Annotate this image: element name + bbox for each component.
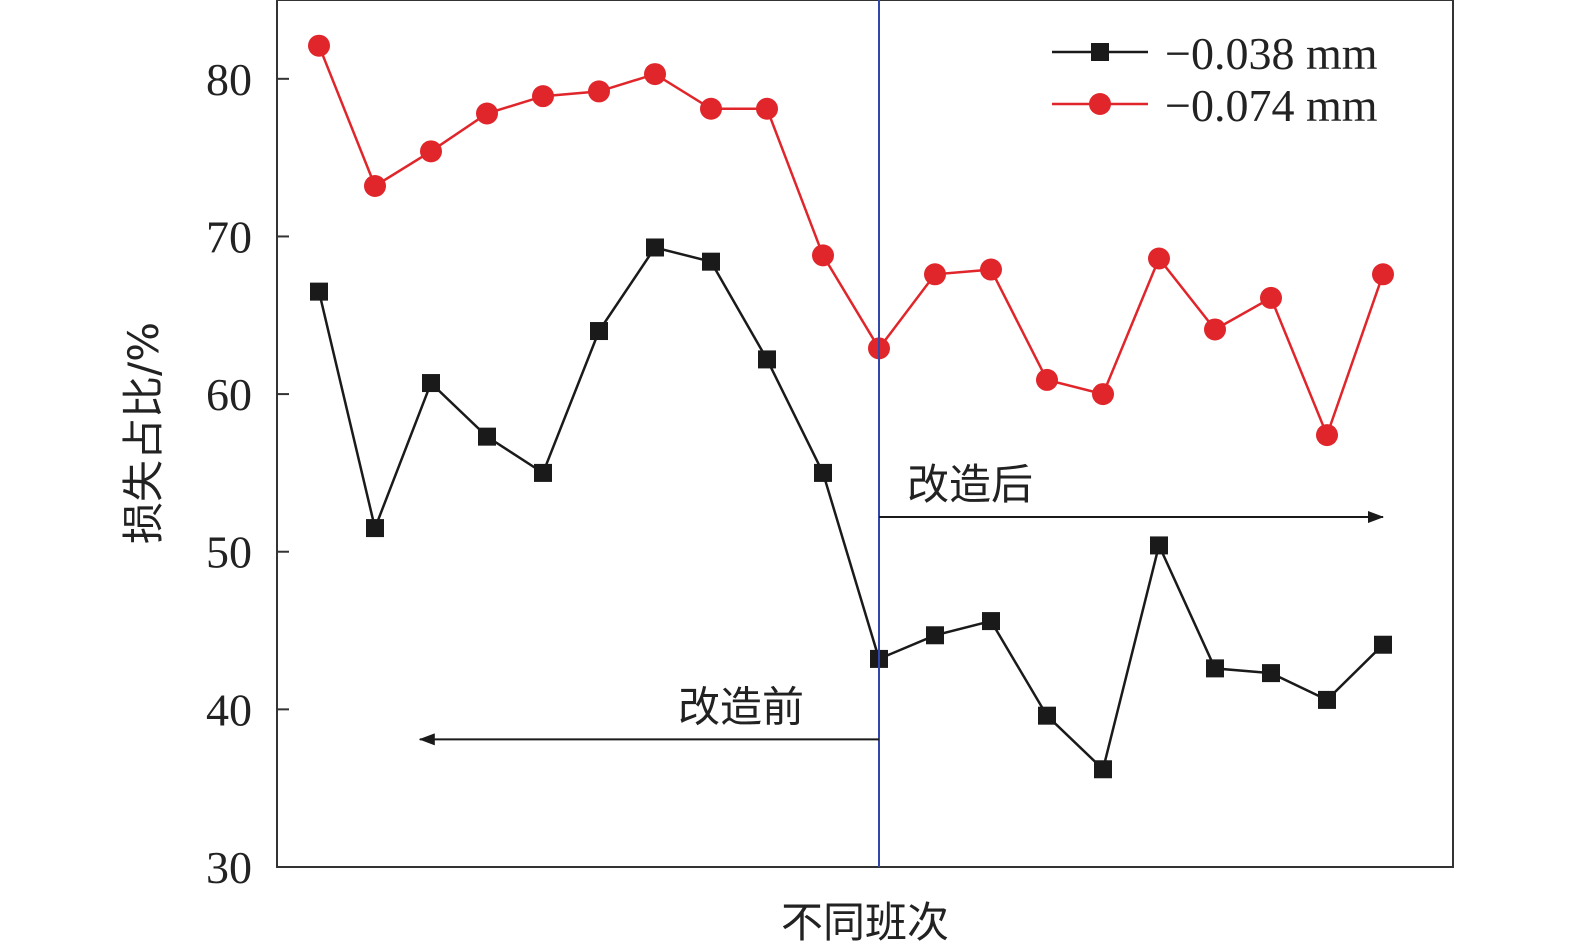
y-tick-label: 60 [206, 369, 252, 420]
data-point [702, 252, 720, 271]
series-1 [310, 238, 1392, 779]
legend-entry: −0.074 mm [1052, 80, 1378, 131]
data-point [1260, 286, 1282, 309]
data-point [926, 626, 944, 645]
data-point [1262, 664, 1280, 683]
data-point [364, 175, 386, 198]
data-point [532, 85, 554, 108]
data-point [1316, 424, 1338, 447]
series-layer [308, 34, 1394, 779]
data-point [980, 258, 1002, 281]
y-tick-label: 70 [206, 211, 252, 262]
data-point [534, 463, 552, 482]
data-point [646, 238, 664, 257]
data-point [1372, 263, 1394, 286]
annotation-label: 改造前 [678, 682, 804, 731]
data-point [1374, 635, 1392, 654]
plot-frame [276, 0, 1454, 868]
y-tick-label: 30 [206, 842, 252, 893]
data-point [644, 63, 666, 86]
data-point [812, 244, 834, 267]
data-point [476, 102, 498, 125]
data-point [1038, 706, 1056, 725]
y-tick-label: 80 [206, 54, 252, 105]
legend-marker [1089, 93, 1111, 115]
y-axis-title: 损失占比/% [119, 322, 168, 544]
legend-entry: −0.038 mm [1052, 28, 1378, 79]
data-point [1150, 536, 1168, 555]
data-point [478, 427, 496, 446]
data-point [700, 97, 722, 120]
data-point [758, 350, 776, 369]
series-2 [308, 34, 1394, 447]
y-tick-label: 50 [206, 527, 252, 578]
legend-marker [1091, 43, 1109, 61]
data-point [1094, 760, 1112, 779]
data-point [1092, 383, 1114, 406]
data-point [422, 374, 440, 393]
data-point [1036, 368, 1058, 391]
legend-label: −0.038 mm [1165, 28, 1378, 79]
data-point [1204, 318, 1226, 341]
annotation-label: 改造后 [907, 460, 1033, 509]
data-point [924, 263, 946, 286]
legend: −0.038 mm−0.074 mm [1052, 28, 1378, 131]
legend-label: −0.074 mm [1165, 80, 1378, 131]
x-axis-title: 不同班次 [781, 898, 949, 947]
data-point [308, 34, 330, 57]
data-point [420, 140, 442, 163]
data-point [1318, 690, 1336, 709]
y-tick-label: 40 [206, 684, 252, 735]
data-point [982, 612, 1000, 631]
data-point [366, 519, 384, 538]
data-point [310, 282, 328, 301]
data-point [588, 80, 610, 103]
data-point [756, 97, 778, 120]
y-axis-ticks: 30 40 50 60 70 80 [206, 54, 289, 893]
series-line [317, 246, 1384, 772]
data-point [590, 322, 608, 341]
data-point [814, 463, 832, 482]
data-point [1206, 659, 1224, 678]
data-point [1148, 247, 1170, 270]
